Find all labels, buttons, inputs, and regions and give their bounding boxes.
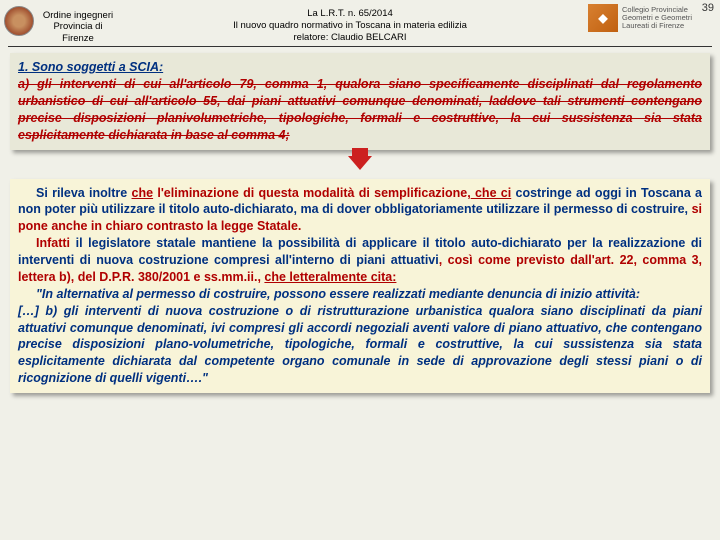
crest-icon	[4, 6, 34, 36]
t: l'eliminazione di questa modalità di sem…	[153, 186, 471, 200]
scia-body: a) gli interventi di cui all'articolo 79…	[18, 77, 702, 142]
header-center-1: La L.R.T. n. 65/2014	[148, 8, 552, 20]
header-rule	[8, 46, 712, 47]
scia-box: 1. Sono soggetti a SCIA: a) gli interven…	[10, 53, 710, 149]
note-p3: "In alternativa al permesso di costruire…	[18, 286, 702, 303]
header-center-2: Il nuovo quadro normativo in Toscana in …	[148, 20, 552, 32]
header-center-3: relatore: Claudio BELCARI	[148, 32, 552, 44]
note-p2: Infatti il legislatore statale mantiene …	[18, 235, 702, 286]
t: Si rileva inoltre	[36, 186, 132, 200]
badge-icon: ◆	[588, 4, 618, 32]
note-box: Si rileva inoltre che l'eliminazione di …	[10, 179, 710, 394]
t: che	[132, 186, 154, 200]
arrow-wrap	[0, 156, 720, 175]
note-p4: […] b) gli interventi di nuova costruzio…	[18, 304, 702, 386]
note-p1: Si rileva inoltre che l'eliminazione di …	[18, 185, 702, 236]
header: Ordine ingegneri Provincia di Firenze La…	[0, 0, 720, 46]
header-center: La L.R.T. n. 65/2014 Il nuovo quadro nor…	[148, 4, 552, 44]
badge-label: Collegio Provinciale Geometri e Geometri…	[622, 6, 712, 31]
t: Infatti	[36, 236, 70, 250]
down-arrow-icon	[348, 156, 372, 170]
header-right: ◆ Collegio Provinciale Geometri e Geomet…	[552, 4, 712, 32]
scia-title: 1. Sono soggetti a SCIA:	[18, 60, 163, 74]
t: che ci	[471, 186, 512, 200]
t: che letteralmente cita:	[264, 270, 396, 284]
header-left-3: Firenze	[8, 33, 148, 44]
